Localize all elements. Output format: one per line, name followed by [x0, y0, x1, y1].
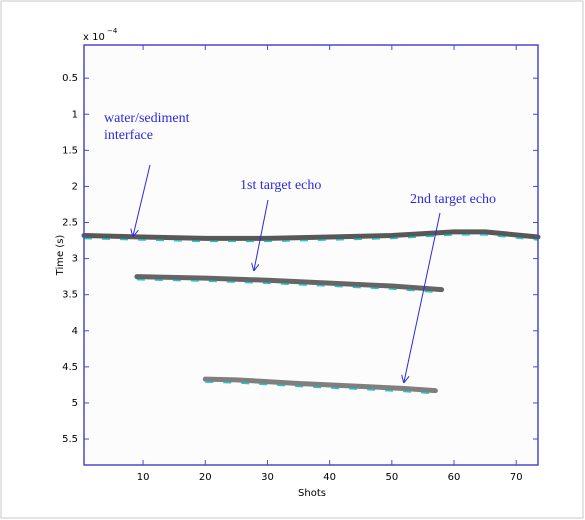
annotation-text: interface	[104, 128, 153, 143]
y-offset-text: x 10	[83, 32, 105, 43]
y-axis-label: Time (s)	[55, 235, 66, 277]
y-tick-label: 1.5	[62, 145, 78, 156]
x-tick-label: 30	[261, 472, 274, 483]
annotation-text: 1st target echo	[240, 178, 321, 193]
y-tick-label: 2	[72, 181, 78, 192]
annotation-text: water/sediment	[104, 111, 190, 126]
axes-box	[83, 44, 539, 466]
y-tick-label: 5	[72, 398, 78, 409]
annotation-arrow	[133, 164, 151, 236]
x-tick-label: 70	[510, 472, 523, 483]
plot-area	[84, 45, 538, 465]
annotation-text: 2nd target echo	[410, 192, 496, 207]
reflector	[134, 274, 445, 293]
x-tick-label: 50	[385, 472, 398, 483]
y-tick-label: 4.5	[62, 362, 78, 373]
x-tick-label: 60	[448, 472, 461, 483]
reflector-highlight	[136, 278, 442, 294]
y-tick-label: 3	[72, 254, 78, 265]
x-tick-label: 10	[137, 472, 150, 483]
reflector-highlight	[83, 234, 539, 243]
reflector	[81, 229, 541, 241]
annotation-arrow	[254, 199, 269, 270]
y-tick-label: 5.5	[62, 434, 78, 445]
y-tick-label: 1	[72, 109, 78, 120]
y-offset-power: −4	[107, 27, 118, 35]
y-tick-label: 4	[72, 326, 78, 337]
y-tick-label: 2.5	[62, 218, 78, 229]
x-axis-label: Shots	[298, 488, 326, 499]
x-tick-label: 40	[323, 472, 336, 483]
reflector-highlight	[205, 381, 436, 395]
x-tick-label: 20	[199, 472, 212, 483]
y-tick-label: 3.5	[62, 290, 78, 301]
annotation-arrow	[404, 212, 441, 382]
y-tick-label: 0.5	[62, 73, 78, 84]
reflector	[202, 376, 438, 394]
